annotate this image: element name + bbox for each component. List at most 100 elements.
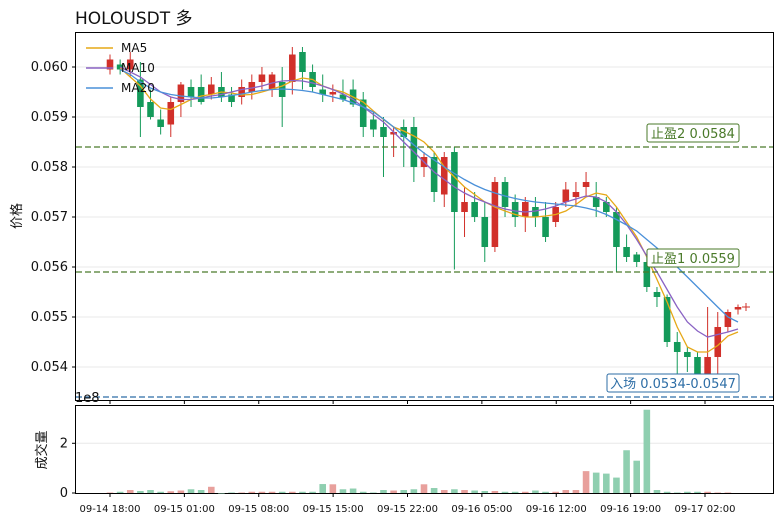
volume-offset-label: 1e8	[75, 391, 100, 406]
volume-bar	[684, 491, 691, 493]
candle-body	[440, 157, 448, 195]
volume-bar	[349, 488, 357, 493]
volume-bar	[228, 492, 235, 494]
volume-y-tick-label: 0	[60, 486, 68, 501]
volume-bar	[390, 490, 397, 493]
candle-body	[400, 127, 408, 137]
candle-body	[613, 212, 620, 247]
moving-averages	[119, 66, 739, 353]
candle-body	[592, 197, 600, 207]
volume-bar	[582, 471, 590, 493]
volume-bar	[420, 484, 428, 493]
volume-bar	[451, 489, 458, 493]
volume-bar	[197, 490, 205, 493]
volume-bar	[218, 493, 225, 494]
candle-body	[663, 297, 671, 342]
volume-bar	[572, 490, 580, 493]
volume-bar	[289, 491, 296, 493]
candle-body	[734, 307, 742, 310]
price-y-tick-label: 0.060	[31, 60, 68, 75]
volume-bar	[380, 490, 387, 493]
volume-panel-frame	[75, 405, 774, 494]
candle-body	[501, 182, 509, 207]
volume-bar	[704, 491, 711, 493]
target-label: 入场 0.0534-0.0547	[610, 377, 736, 392]
candle-body	[572, 192, 580, 197]
volume-bar	[643, 409, 651, 493]
price-y-axis-label: 价格	[9, 203, 25, 229]
candle-body	[106, 59, 114, 70]
candle-body	[329, 92, 337, 95]
volume-bar	[137, 491, 144, 493]
volume-bar	[481, 491, 489, 493]
candle-body	[532, 207, 539, 217]
x-tick-label: 09-14 18:00	[79, 504, 140, 515]
volume-bar	[339, 489, 347, 493]
volume-bar	[663, 491, 671, 493]
candle-body	[714, 327, 722, 357]
price-y-ticks: 0.054 0.055 0.056 0.057 0.058 0.059 0.060	[31, 60, 76, 375]
candle-body	[248, 82, 256, 92]
candle-body	[177, 84, 185, 102]
volume-bar	[370, 492, 377, 494]
candle-body	[167, 102, 175, 125]
volume-bar	[603, 473, 610, 493]
volume-bar	[116, 491, 124, 493]
volume-bar	[511, 491, 519, 493]
x-tick-label: 09-15 22:00	[377, 504, 438, 515]
candle-body	[197, 87, 205, 102]
candle-body	[653, 292, 661, 297]
candle-body	[511, 202, 519, 217]
target-label: 止盈2 0.0584	[651, 127, 735, 142]
volume-bar	[309, 491, 316, 493]
target-label: 止盈1 0.0559	[651, 252, 735, 267]
ma10-line	[119, 66, 739, 338]
candle-body	[643, 262, 651, 287]
volume-bar	[187, 489, 195, 493]
candle-body	[684, 352, 691, 357]
volume-bar	[299, 491, 306, 493]
volume-bar	[461, 490, 468, 493]
candle-body	[289, 54, 296, 82]
volume-bar	[278, 491, 286, 493]
volume-bar	[177, 490, 185, 493]
volume-bar	[592, 472, 600, 493]
candle-body	[542, 217, 549, 237]
candle-body	[582, 182, 590, 187]
volume-bar	[329, 484, 337, 493]
candle-body	[704, 357, 711, 377]
volume-bar	[724, 492, 732, 494]
volume-bar	[126, 490, 134, 493]
candle-body	[339, 94, 347, 100]
candle-body	[390, 132, 397, 135]
x-tick-label: 09-15 08:00	[228, 504, 289, 515]
volume-bar	[501, 491, 509, 493]
volume-bar	[147, 490, 154, 493]
volume-bar	[673, 492, 681, 494]
volume-bar	[319, 484, 327, 493]
volume-bar	[238, 492, 245, 494]
price-y-tick-label: 0.055	[31, 310, 68, 325]
volume-y-axis-label: 成交量	[34, 430, 50, 469]
legend: MA5 MA10 MA20	[86, 41, 155, 95]
x-tick-label: 09-16 12:00	[526, 504, 587, 515]
target-label-box	[646, 123, 740, 143]
price-y-tick-label: 0.054	[31, 360, 68, 375]
x-axis-ticks: 09-14 18:00 09-15 01:00 09-15 08:00 09-15 1…	[79, 400, 736, 515]
candle-body	[380, 127, 387, 137]
volume-bar	[562, 490, 570, 493]
candle-body	[207, 84, 215, 95]
volume-bar	[613, 477, 620, 493]
candle-body	[299, 52, 306, 72]
volume-y-ticks: 02	[60, 436, 76, 501]
x-tick-label: 09-16 19:00	[600, 504, 661, 515]
volume-bar	[268, 491, 276, 493]
candle-body	[603, 202, 610, 212]
candle-body	[258, 74, 266, 82]
volume-bar	[532, 490, 539, 493]
price-y-tick-label: 0.056	[31, 260, 68, 275]
candle-body	[268, 74, 276, 90]
volume-bar	[359, 491, 367, 493]
candle-body	[370, 119, 377, 130]
candle-body	[187, 87, 195, 97]
